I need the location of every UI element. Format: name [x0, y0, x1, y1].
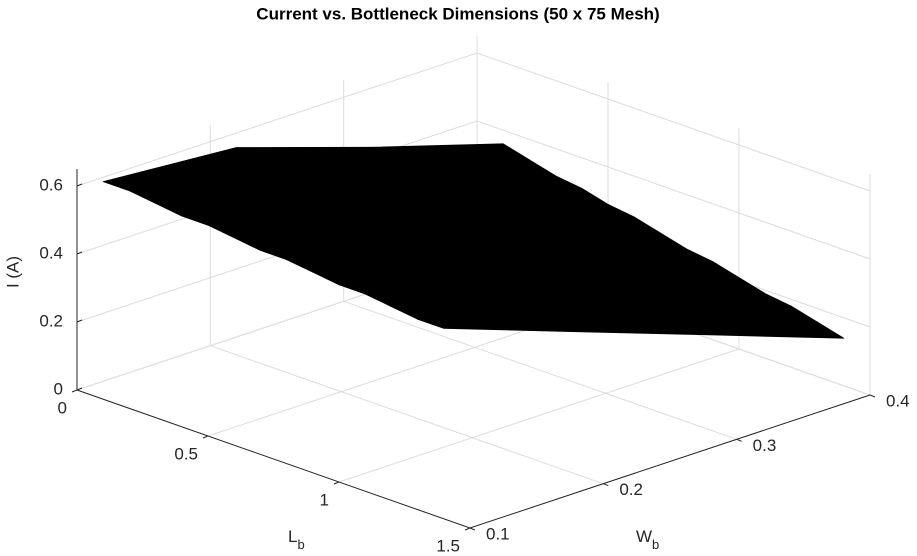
y-tick-label: 1.5 — [436, 536, 460, 555]
y-axis-label: Lb — [288, 527, 305, 552]
surface-cell — [683, 321, 845, 339]
x-tick — [869, 394, 876, 398]
y-axis-label-sub: b — [297, 537, 304, 552]
surface-cell — [631, 289, 792, 307]
surface-cell — [395, 159, 556, 177]
y-tick — [202, 435, 209, 439]
x-tick-label: 0.2 — [619, 480, 643, 499]
chart-title: Current vs. Bottleneck Dimensions (50 x … — [256, 4, 659, 23]
z-tick-label: 0.2 — [39, 311, 63, 330]
x-axis-label: Wb — [636, 527, 659, 552]
z-tick — [76, 183, 83, 187]
y-axis-label-base: L — [288, 527, 297, 546]
axis-line — [76, 169, 871, 529]
x-tick-label: 0.4 — [886, 391, 910, 410]
surface-cell — [369, 143, 530, 161]
z-tick — [76, 319, 83, 323]
z-tick — [76, 251, 83, 255]
y-tick — [71, 389, 78, 393]
x-tick — [469, 527, 476, 531]
y-tick-label: 0.5 — [174, 444, 198, 463]
surface-cell — [657, 305, 818, 323]
surface-cell — [417, 315, 578, 333]
z-tick — [76, 387, 83, 391]
grid-line — [76, 52, 871, 192]
x-tick-label: 0.3 — [753, 436, 777, 455]
surface-cell — [526, 232, 687, 250]
y-tick-label: 0 — [58, 398, 67, 417]
surface-cell — [552, 248, 714, 263]
x-tick — [603, 483, 609, 487]
z-axis-label: I (A) — [3, 256, 22, 288]
z-tick-label: 0.6 — [39, 175, 63, 194]
x-tick — [736, 438, 742, 442]
axis-layer: 0.1 0.2 0.3 0.4 0 0.5 1 1.5 0 0.2 0.4 0.6 — [39, 169, 910, 555]
z-tick-label: 0 — [54, 379, 63, 398]
y-tick — [333, 481, 340, 485]
x-axis-label-base: W — [636, 527, 652, 546]
z-tick-label: 0.4 — [39, 243, 63, 262]
y-tick-label: 1 — [320, 490, 329, 509]
x-tick-label: 0.1 — [486, 524, 510, 543]
surface-cell — [236, 146, 397, 161]
surface-cell — [579, 261, 740, 279]
surface-cell — [262, 159, 423, 177]
x-axis-label-sub: b — [652, 537, 659, 552]
y-tick — [464, 527, 471, 531]
surface — [102, 143, 845, 339]
